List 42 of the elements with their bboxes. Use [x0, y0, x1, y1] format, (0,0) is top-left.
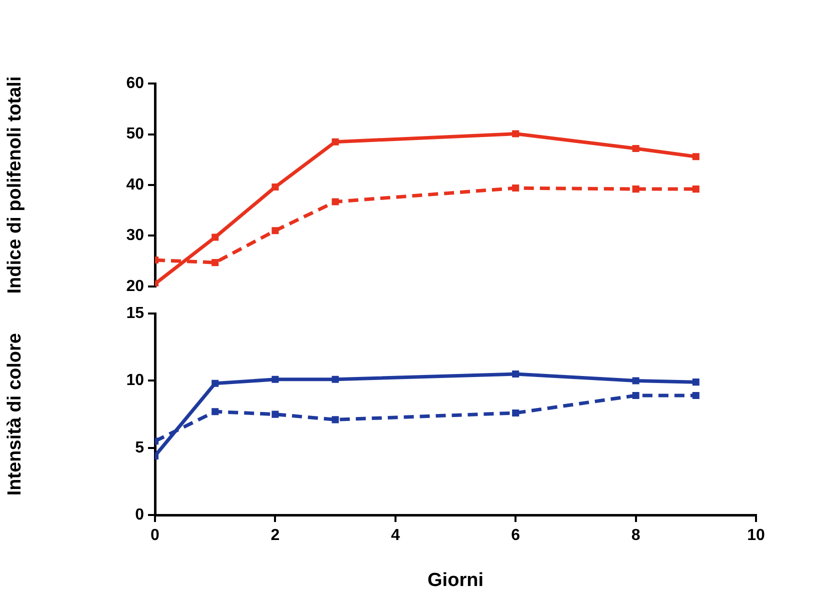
- point: [692, 392, 700, 400]
- x-tick-label: 4: [390, 527, 400, 544]
- point: [512, 370, 520, 378]
- x-tick-label: 10: [747, 527, 765, 544]
- y-axis-title: Indice di polifenoli totali: [4, 76, 26, 294]
- point: [692, 378, 700, 386]
- point: [512, 184, 520, 192]
- point: [212, 408, 219, 416]
- point: [272, 184, 279, 191]
- y-tick-label: 60: [126, 75, 144, 92]
- point: [692, 153, 700, 160]
- point: [332, 138, 339, 146]
- point: [512, 130, 520, 138]
- x-tick-label: 2: [270, 527, 280, 544]
- point: [272, 410, 279, 418]
- point: [512, 409, 520, 416]
- point: [332, 376, 339, 383]
- y-tick-label: 10: [126, 372, 144, 390]
- point: [212, 234, 219, 241]
- y-axis-title: Intensità di colore: [4, 333, 26, 496]
- point: [212, 380, 219, 387]
- y-tick-label: 40: [126, 176, 144, 194]
- point: [272, 227, 279, 234]
- y-tick-label: 0: [135, 506, 144, 524]
- y-tick-label: 20: [126, 278, 144, 295]
- point: [632, 377, 640, 384]
- y-tick-label: 15: [126, 305, 144, 322]
- y-tick-label: 5: [135, 439, 144, 456]
- point: [272, 376, 279, 383]
- point: [632, 144, 640, 152]
- point: [692, 186, 700, 193]
- point: [212, 259, 219, 266]
- x-tick-label: 0: [150, 527, 160, 544]
- point: [632, 186, 640, 193]
- x-tick-label: 8: [631, 527, 640, 544]
- x-tick-label: 6: [511, 527, 520, 544]
- x-axis-title: Giorni: [428, 570, 484, 591]
- y-tick-label: 30: [126, 227, 144, 244]
- point: [332, 198, 339, 206]
- point: [632, 392, 640, 400]
- point: [332, 416, 339, 424]
- y-tick-label: 50: [126, 126, 144, 143]
